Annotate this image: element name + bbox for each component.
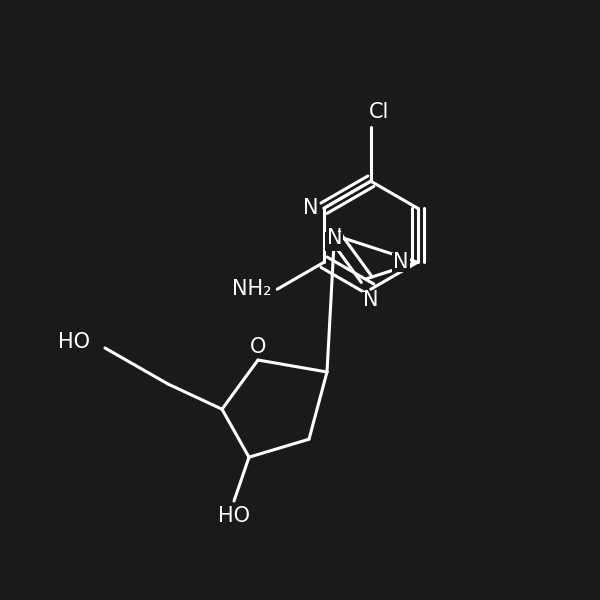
Text: N: N [363,290,379,310]
Bar [300,199,318,218]
Text: N: N [303,198,319,218]
Bar [248,337,268,356]
Bar [362,103,395,125]
Text: Cl: Cl [368,102,389,122]
Text: HO: HO [218,506,250,526]
Text: NH₂: NH₂ [232,279,272,299]
Bar [229,278,271,301]
Text: O: O [250,337,266,357]
Text: N: N [327,228,342,248]
Bar [325,232,343,251]
Bar [392,253,410,272]
Bar [362,292,380,311]
Text: N: N [393,252,409,272]
Text: HO: HO [58,332,90,352]
